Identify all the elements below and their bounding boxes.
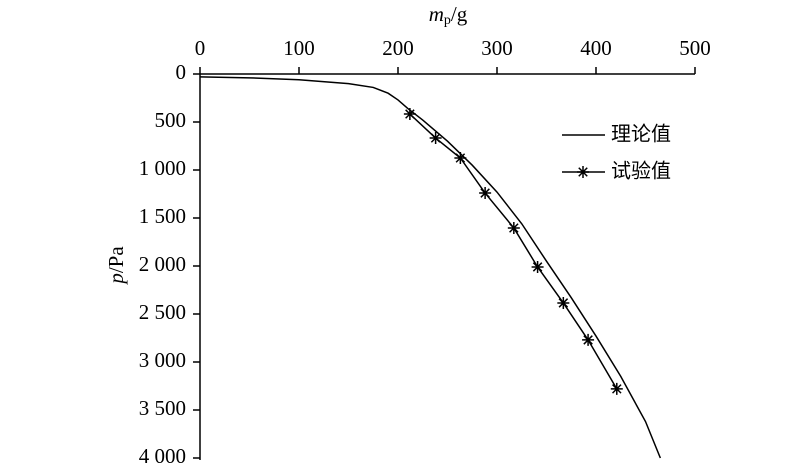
data-point [454,152,467,164]
x-tick-label: 500 [679,36,711,60]
x-tick-label: 200 [382,36,414,60]
legend-marker [577,166,589,178]
data-point [429,132,442,145]
data-point [557,296,570,309]
data-point [582,333,595,346]
y-tick-label: 1 500 [139,204,186,228]
data-point [610,382,623,395]
legend-label: 理论值 [611,122,671,146]
y-tick-label: 0 [176,60,187,84]
x-tick-label: 0 [195,36,206,60]
data-point [507,221,520,234]
y-tick-label: 4 000 [139,444,186,468]
y-tick-label: 3 000 [139,348,186,372]
x-label-unit: /g [451,2,468,26]
y-axis-label: p/Pa [104,246,128,286]
x-tick-label: 400 [580,36,612,60]
x-label-subscript: p [444,13,451,28]
x-tick-label: 100 [283,36,315,60]
y-tick-label: 2 000 [139,252,186,276]
data-point [479,187,492,200]
y-tick-label: 2 500 [139,300,186,324]
data-point [531,260,544,273]
y-tick-label: 1 000 [139,156,186,180]
data-point [403,108,416,121]
x-label-symbol: m [429,2,444,26]
series-line [199,76,662,459]
y-tick-label: 3 500 [139,396,186,420]
y-tick-label: 500 [155,108,187,132]
series-line [409,113,618,390]
x-axis-label: mp/g [429,2,468,28]
y-label-symbol: p [104,273,128,286]
y-label-unit: /Pa [104,246,128,274]
legend-label: 试验值 [611,159,671,183]
x-tick-label: 300 [481,36,513,60]
